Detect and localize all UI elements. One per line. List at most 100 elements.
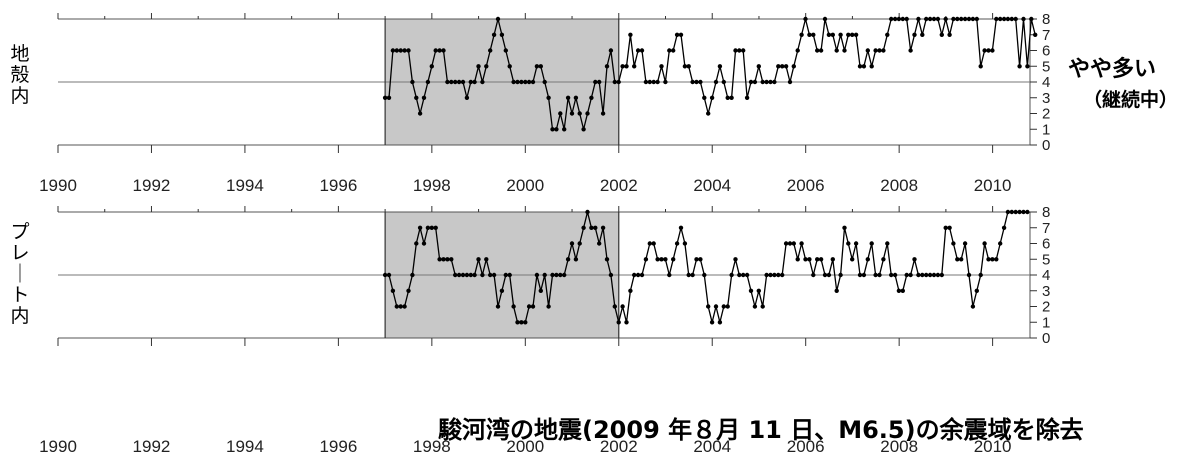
data-point: [480, 272, 485, 278]
data-point: [495, 16, 501, 22]
data-point: [787, 241, 793, 246]
data-point: [429, 225, 434, 230]
data-point: [787, 79, 793, 85]
data-point: [604, 257, 610, 262]
data-point: [857, 64, 863, 69]
data-point: [842, 225, 847, 230]
data-point: [780, 272, 785, 278]
data-point: [741, 48, 746, 53]
data-point: [826, 272, 832, 278]
data-point: [768, 272, 773, 278]
y-tick-label: 1: [1042, 121, 1050, 138]
data-point: [569, 241, 575, 246]
panel-label-char: 内: [10, 85, 30, 107]
data-point: [881, 48, 886, 53]
data-point: [799, 32, 804, 37]
data-point: [943, 225, 948, 230]
data-point: [744, 272, 750, 278]
data-point: [488, 48, 493, 53]
bottom-x-tick-label: 2004: [693, 437, 731, 456]
data-point: [402, 48, 407, 53]
data-point: [838, 272, 843, 278]
data-point: [717, 64, 723, 69]
data-point: [951, 16, 956, 22]
data-point: [916, 272, 921, 278]
data-point: [850, 32, 855, 37]
data-point: [624, 320, 629, 325]
data-point: [881, 257, 886, 262]
data-point: [842, 48, 847, 53]
data-point: [1017, 209, 1022, 215]
y-tick-label: 8: [1042, 11, 1050, 28]
data-point: [558, 272, 563, 278]
data-point: [554, 272, 559, 278]
data-point: [398, 304, 403, 309]
bottom-x-tick-label: 1994: [226, 437, 264, 456]
data-point: [838, 32, 843, 37]
data-point: [464, 95, 470, 101]
data-point: [916, 16, 921, 22]
x-tick-label: 1996: [319, 176, 357, 195]
bottom-x-tick-label: 1998: [413, 437, 451, 456]
data-point: [608, 272, 614, 278]
data-point: [499, 32, 505, 37]
data-point: [900, 16, 905, 22]
data-point: [667, 48, 672, 53]
data-point: [857, 272, 863, 278]
data-point: [1021, 209, 1026, 215]
data-point: [554, 127, 559, 132]
data-point: [904, 272, 909, 278]
data-point: [519, 79, 524, 85]
data-point: [1025, 209, 1030, 215]
data-point: [491, 272, 497, 278]
data-point: [476, 257, 481, 262]
data-point: [628, 32, 633, 37]
data-point: [1005, 209, 1011, 215]
x-tick-label: 1998: [413, 176, 451, 195]
data-point: [445, 257, 450, 262]
data-point: [565, 257, 571, 262]
data-point: [873, 48, 878, 53]
data-point: [1001, 16, 1007, 22]
data-point: [889, 272, 894, 278]
data-point: [468, 272, 473, 278]
data-point: [994, 16, 999, 22]
data-point: [998, 16, 1003, 22]
bottom-x-tick-label: 2002: [600, 437, 638, 456]
y-tick-label: 0: [1042, 137, 1050, 154]
data-point: [783, 64, 789, 69]
y-tick-label: 6: [1042, 236, 1050, 253]
data-point: [927, 272, 933, 278]
data-point: [986, 48, 991, 53]
data-point: [386, 95, 392, 101]
x-tick-label: 2008: [880, 176, 918, 195]
crustal-panel: 1990 1992 1994 1996 1998 2000 2002 2004 2006 2008…: [39, 11, 1050, 195]
data-point: [811, 32, 816, 37]
data-point: [748, 79, 754, 85]
data-point: [632, 64, 637, 69]
y-tick-label: 2: [1042, 299, 1050, 316]
data-point: [421, 241, 427, 246]
data-point: [721, 304, 726, 309]
data-point: [776, 64, 781, 69]
data-point: [834, 48, 839, 53]
data-point: [955, 16, 960, 22]
data-point: [526, 79, 532, 85]
data-point: [698, 257, 703, 262]
data-point: [635, 48, 641, 53]
data-point: [978, 272, 983, 278]
data-point: [495, 304, 501, 309]
data-point: [780, 64, 785, 69]
data-point: [616, 320, 621, 325]
bottom-x-tick-label: 2000: [506, 437, 544, 456]
data-point: [620, 64, 625, 69]
data-point: [437, 257, 442, 262]
plate-panel-label: プレ｜ト内: [8, 222, 32, 327]
data-point: [803, 257, 808, 262]
data-point: [990, 257, 995, 262]
data-point: [725, 304, 730, 309]
data-point: [585, 209, 590, 215]
y-tick-label: 2: [1042, 106, 1050, 123]
data-point: [390, 48, 396, 53]
activity-annotation-sub: （継続中）: [1083, 89, 1179, 111]
